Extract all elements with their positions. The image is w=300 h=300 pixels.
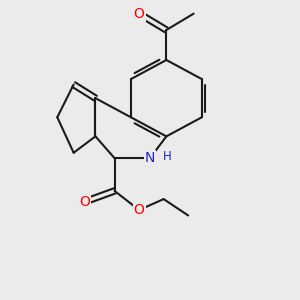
Text: O: O (79, 195, 90, 209)
Text: O: O (134, 203, 145, 217)
Text: O: O (134, 7, 145, 21)
Text: H: H (164, 150, 172, 163)
Text: N: N (145, 151, 155, 165)
